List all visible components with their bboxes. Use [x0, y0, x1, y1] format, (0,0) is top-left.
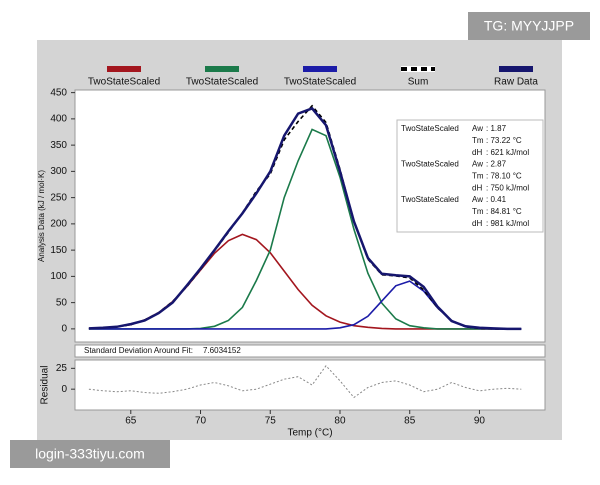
std-dev-box	[74, 344, 546, 358]
y-tick-label: 400	[50, 114, 67, 125]
watermark: login-333tiyu.com	[35, 446, 145, 462]
y-tick-label: 250	[50, 192, 67, 203]
legend-swatch	[107, 66, 141, 72]
y-tick-label: 50	[56, 297, 68, 308]
fit-param: Tm	[472, 207, 484, 216]
fit-value: : 621 kJ/mol	[486, 148, 529, 157]
legend-swatch	[205, 66, 239, 72]
y-tick-label: 200	[50, 219, 67, 230]
watermark-box	[10, 440, 170, 468]
fit-table-box	[396, 119, 544, 233]
fit-value: : 750 kJ/mol	[486, 184, 529, 193]
series-line	[88, 106, 522, 331]
legend-swatch	[401, 66, 435, 72]
y-tick-label: 300	[50, 166, 67, 177]
y-tick-label: 350	[50, 140, 67, 151]
fit-name: TwoStateScaled	[401, 124, 459, 133]
y-tick-label: 100	[50, 271, 67, 282]
watermark: TG: MYYJJPP	[484, 18, 574, 34]
legend-swatch	[499, 66, 533, 72]
fit-value: : 73.22 °C	[486, 136, 522, 145]
y-tick-label: 0	[61, 384, 67, 395]
y-axis-label: Analysis Data (kJ / mol·K)	[37, 170, 46, 262]
x-tick-label: 85	[404, 416, 416, 427]
fit-value: : 84.81 °C	[486, 207, 522, 216]
fit-param: Aw	[472, 195, 483, 204]
y-tick-label: 150	[50, 245, 67, 256]
x-tick-label: 75	[265, 416, 277, 427]
y-tick-label: 450	[50, 87, 67, 98]
fit-value: : 2.87	[486, 160, 507, 169]
fit-value: : 1.87	[486, 124, 507, 133]
residual-plot-area	[74, 359, 546, 411]
fit-name: TwoStateScaled	[401, 195, 459, 204]
legend-label: TwoStateScaled	[186, 77, 258, 88]
std-dev-value: 7.6034152	[203, 346, 241, 355]
fit-value: : 0.41	[486, 195, 507, 204]
residual-line	[88, 365, 522, 399]
fit-param: dH	[472, 184, 482, 193]
fit-param: dH	[472, 148, 482, 157]
x-axis-label: Temp (°C)	[287, 428, 332, 439]
fit-value: : 78.10 °C	[486, 172, 522, 181]
fit-value: : 981 kJ/mol	[486, 219, 529, 228]
fit-param: dH	[472, 219, 482, 228]
x-tick-label: 90	[474, 416, 486, 427]
fit-param: Tm	[472, 172, 484, 181]
x-tick-label: 70	[195, 416, 207, 427]
fit-param: Aw	[472, 160, 483, 169]
y-tick-label: 25	[56, 363, 68, 374]
watermark-box	[468, 12, 590, 40]
fit-name: TwoStateScaled	[401, 160, 459, 169]
legend-label: Sum	[408, 77, 429, 88]
legend-swatch	[303, 66, 337, 72]
residual-y-label: Residual	[40, 366, 51, 405]
std-dev-label: Standard Deviation Around Fit:	[84, 346, 193, 355]
fit-param: Tm	[472, 136, 484, 145]
x-tick-label: 65	[125, 416, 137, 427]
x-tick-label: 80	[334, 416, 346, 427]
fit-param: Aw	[472, 124, 483, 133]
legend-label: Raw Data	[494, 77, 538, 88]
y-tick-label: 0	[61, 324, 67, 335]
legend-label: TwoStateScaled	[284, 77, 356, 88]
legend-label: TwoStateScaled	[88, 77, 160, 88]
